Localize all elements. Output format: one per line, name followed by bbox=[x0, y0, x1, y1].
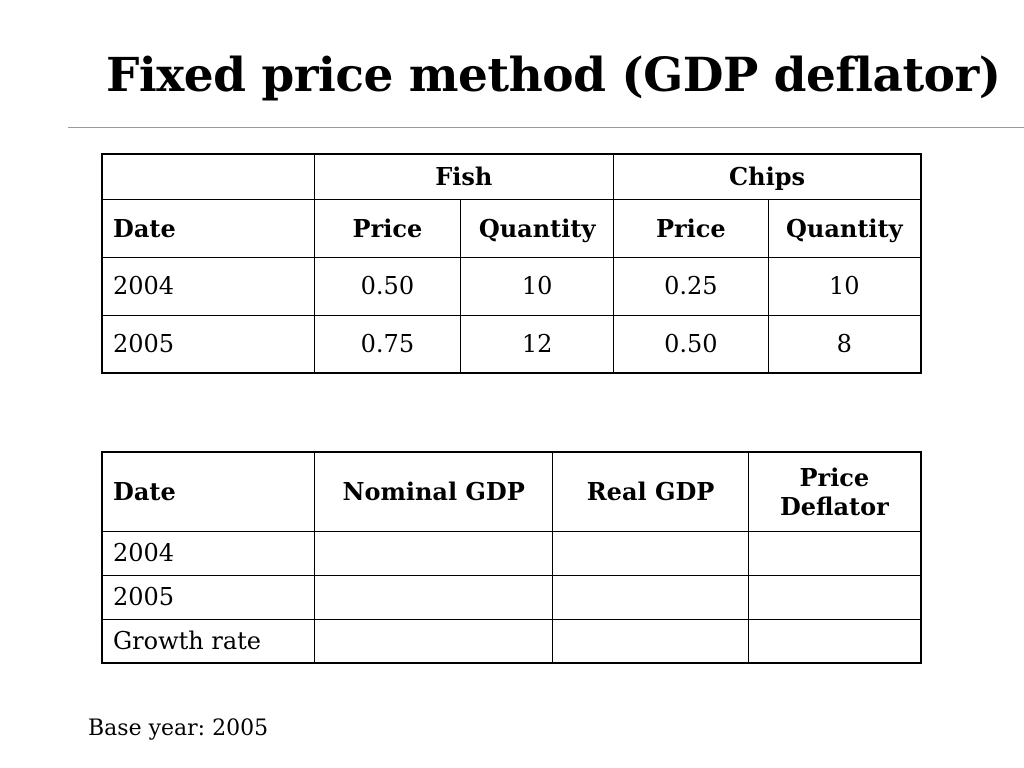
table-cell-chips-price: 0.25 bbox=[613, 256, 769, 316]
fish-chips-price-quantity-table: Fish Chips Date Price Quantity Price Qua… bbox=[101, 153, 922, 374]
table-cell-fish-price: 0.50 bbox=[313, 256, 462, 316]
table-cell-nominal-gdp bbox=[313, 618, 554, 664]
table-cell-chips-quantity: 8 bbox=[767, 314, 922, 374]
table-cell-fish-quantity: 12 bbox=[460, 314, 615, 374]
table-cell-nominal-gdp bbox=[313, 574, 554, 620]
table-header-nominal-gdp: Nominal GDP bbox=[313, 451, 554, 532]
table-row: 2005 0.75 12 0.50 8 bbox=[101, 314, 922, 374]
table-header-chips-price: Price bbox=[613, 198, 769, 258]
table-cell-date: Growth rate bbox=[101, 618, 315, 664]
table-cell-fish-price: 0.75 bbox=[313, 314, 462, 374]
table-header-real-gdp: Real GDP bbox=[552, 451, 749, 532]
table-cell-date: 2005 bbox=[101, 574, 315, 620]
table-cell-price-deflator bbox=[747, 530, 922, 576]
table-row: 2004 0.50 10 0.25 10 bbox=[101, 256, 922, 316]
table-header-date: Date bbox=[101, 451, 315, 532]
table-header-date: Date bbox=[101, 198, 315, 258]
table-row: 2005 bbox=[101, 574, 922, 620]
table-cell-date: 2004 bbox=[101, 256, 315, 316]
table-group-header-row: Fish Chips bbox=[101, 153, 922, 200]
table-cell-chips-quantity: 10 bbox=[767, 256, 922, 316]
table-group-header-fish: Fish bbox=[313, 153, 615, 200]
gdp-deflator-table: Date Nominal GDP Real GDP Price Deflator… bbox=[101, 451, 922, 664]
table-group-header-empty bbox=[101, 153, 315, 200]
table-cell-fish-quantity: 10 bbox=[460, 256, 615, 316]
slide-title: Fixed price method (GDP deflator) bbox=[106, 48, 1001, 103]
table-cell-date: 2004 bbox=[101, 530, 315, 576]
table-header-fish-quantity: Quantity bbox=[460, 198, 615, 258]
table-header-fish-price: Price bbox=[313, 198, 462, 258]
base-year-note: Base year: 2005 bbox=[88, 716, 269, 741]
table-header-row: Date Price Quantity Price Quantity bbox=[101, 198, 922, 258]
table-cell-real-gdp bbox=[552, 574, 749, 620]
table-cell-real-gdp bbox=[552, 530, 749, 576]
table-header-chips-quantity: Quantity bbox=[767, 198, 922, 258]
table-cell-real-gdp bbox=[552, 618, 749, 664]
table-cell-nominal-gdp bbox=[313, 530, 554, 576]
title-divider bbox=[68, 127, 1024, 128]
table-cell-chips-price: 0.50 bbox=[613, 314, 769, 374]
table-header-row: Date Nominal GDP Real GDP Price Deflator bbox=[101, 451, 922, 532]
table-row: Growth rate bbox=[101, 618, 922, 664]
table-cell-price-deflator bbox=[747, 574, 922, 620]
table-row: 2004 bbox=[101, 530, 922, 576]
table-group-header-chips: Chips bbox=[613, 153, 922, 200]
table-header-price-deflator: Price Deflator bbox=[747, 451, 922, 532]
table-cell-price-deflator bbox=[747, 618, 922, 664]
table-cell-date: 2005 bbox=[101, 314, 315, 374]
